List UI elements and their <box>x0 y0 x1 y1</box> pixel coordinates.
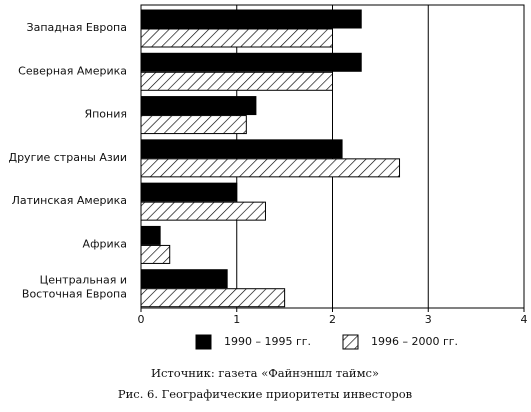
y-tick-label: Западная Европа <box>27 21 127 34</box>
bar <box>140 182 238 202</box>
bar <box>140 9 362 29</box>
bar <box>140 139 343 159</box>
bar <box>140 269 228 289</box>
y-tick-label: Африка <box>83 237 127 250</box>
bar <box>140 52 362 72</box>
x-tick-label: 2 <box>329 313 336 326</box>
bar <box>140 225 161 245</box>
y-tick-label: Другие страны Азии <box>8 151 127 164</box>
x-tick-label: 3 <box>425 313 432 326</box>
legend-label: 1990 – 1995 гг. <box>224 335 311 348</box>
legend-label: 1996 – 2000 гг. <box>371 335 458 348</box>
bar <box>140 28 333 48</box>
y-tick-label: Центральная и Восточная Европа <box>22 274 127 301</box>
bar <box>140 158 401 178</box>
bar <box>140 244 171 264</box>
bar <box>140 96 257 116</box>
caption: Рис. 6. Географические приоритеты инвест… <box>118 387 412 401</box>
x-tick-label: 0 <box>138 313 145 326</box>
source: Источник: газета «Файнэншл таймс» <box>151 366 379 380</box>
bar <box>140 71 333 91</box>
y-tick-label: Латинская Америка <box>12 194 127 207</box>
y-tick-label: Япония <box>84 108 127 121</box>
bar <box>140 115 247 135</box>
legend-swatch <box>342 334 359 350</box>
bar <box>140 288 286 308</box>
legend-swatch <box>195 334 212 350</box>
y-tick-label: Северная Америка <box>18 64 127 77</box>
bar <box>140 201 266 221</box>
x-tick-label: 4 <box>521 313 528 326</box>
x-tick-label: 1 <box>233 313 240 326</box>
